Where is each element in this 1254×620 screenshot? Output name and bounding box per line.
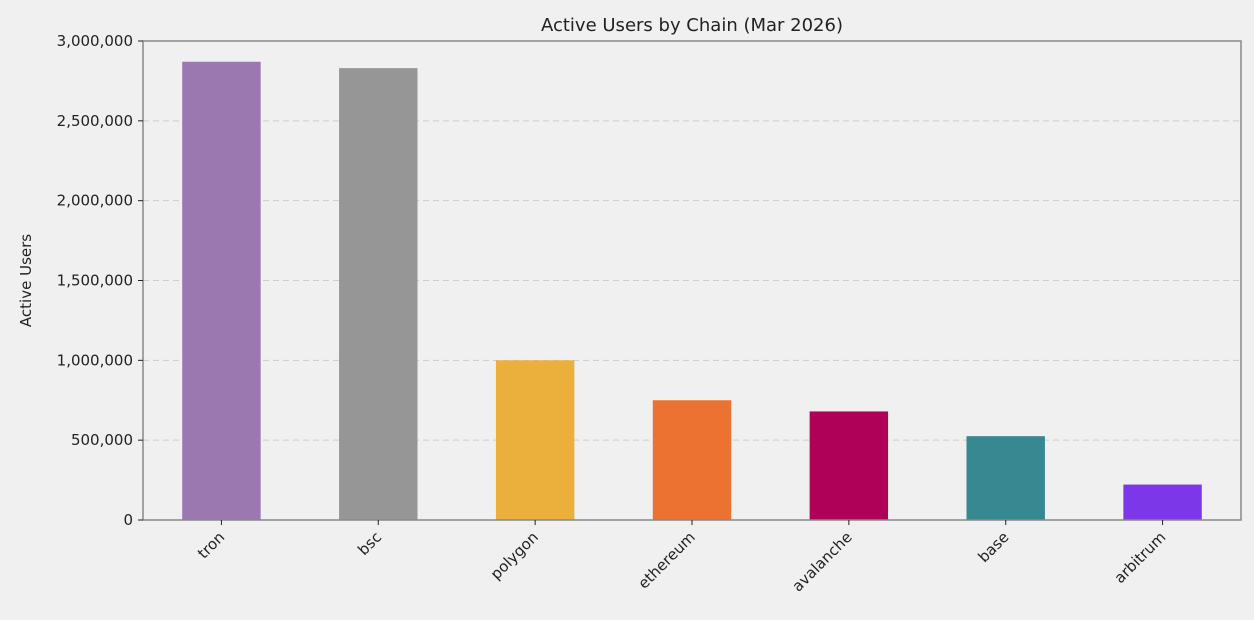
bar-base [966, 436, 1045, 520]
y-axis-label: Active Users [17, 234, 35, 327]
y-tick-label: 2,500,000 [57, 112, 133, 130]
bars [182, 61, 1202, 521]
bar-ethereum [652, 400, 732, 520]
y-tick-label: 0 [123, 511, 133, 529]
y-tick-label: 2,000,000 [57, 192, 133, 210]
y-axis-ticks: 0 500,000 1,000,000 1,500,000 2,000,000 2,500… [57, 32, 143, 529]
y-tick-label: 3,000,000 [57, 32, 133, 50]
bar-polygon [495, 360, 575, 520]
bar-tron [182, 61, 261, 521]
bar-avalanche [809, 411, 889, 520]
bar-bsc [339, 68, 418, 520]
y-tick-label: 500,000 [71, 431, 133, 449]
bar-arbitrum [1123, 484, 1202, 520]
y-tick-label: 1,000,000 [57, 351, 133, 369]
chart-title: Active Users by Chain (Mar 2026) [541, 15, 843, 36]
y-tick-label: 1,500,000 [57, 272, 133, 290]
